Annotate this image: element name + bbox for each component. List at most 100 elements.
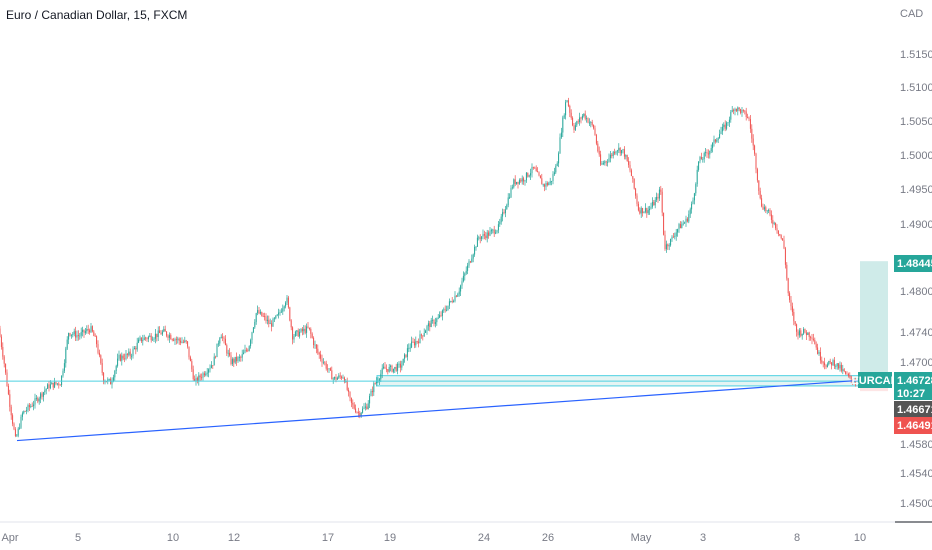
candle-body: [5, 363, 7, 373]
candle-body: [252, 327, 254, 333]
candle-body: [677, 229, 679, 233]
candle-body: [665, 244, 667, 250]
candle-body: [600, 154, 602, 165]
candle-body: [698, 161, 700, 170]
candle-body: [306, 326, 308, 333]
x-axis: Apr 5 10 12 17 19 24 26 May 3 8 10: [0, 521, 932, 544]
candle-body: [383, 366, 385, 369]
candle-body: [833, 360, 835, 367]
candle-body: [157, 330, 159, 338]
candle-body: [632, 176, 634, 179]
candle-body: [525, 172, 527, 181]
candle-body: [453, 301, 455, 302]
candle-body: [269, 323, 271, 325]
candle-body: [343, 377, 345, 383]
candle-body: [112, 377, 114, 381]
candle-body: [72, 334, 74, 335]
candle-body: [262, 316, 264, 317]
candle-body: [342, 377, 344, 379]
candle-body: [693, 193, 695, 201]
candle-body: [511, 187, 513, 189]
candle-body: [16, 435, 18, 437]
candle-body: [128, 351, 130, 355]
candle-body: [422, 335, 424, 337]
candle-body: [52, 382, 54, 388]
candle-body: [117, 358, 119, 366]
candle-body: [131, 355, 133, 357]
candle-body: [832, 360, 834, 366]
candle-body: [633, 178, 635, 189]
candle-body: [559, 137, 561, 154]
candle-body: [845, 371, 847, 374]
candle-body: [349, 391, 351, 398]
candle-body: [850, 376, 852, 380]
candle-body: [178, 338, 180, 341]
candle-body: [209, 367, 211, 370]
candle-body: [839, 364, 841, 369]
candle-body: [111, 380, 113, 385]
candle-body: [427, 323, 429, 327]
candle-body: [171, 339, 173, 341]
candle-body: [212, 365, 214, 367]
candle-body: [660, 189, 662, 192]
candle-body: [324, 362, 326, 364]
candle-body: [300, 328, 302, 332]
candle-body: [311, 333, 313, 338]
candle-body: [551, 180, 553, 182]
candle-body: [654, 199, 656, 206]
candle-body: [552, 174, 554, 181]
currency-label: CAD: [900, 8, 924, 20]
candle-body: [367, 403, 369, 410]
candle-body: [513, 179, 515, 188]
candle-body: [275, 315, 277, 319]
trendline[interactable]: [16, 379, 859, 442]
candle-body: [481, 236, 483, 239]
candle-body: [45, 388, 47, 391]
candle-body: [124, 358, 126, 360]
candle-body: [772, 219, 774, 224]
candle-body: [465, 270, 467, 274]
candle-body: [807, 332, 809, 336]
candle-body: [241, 354, 243, 358]
candle-body: [700, 156, 702, 160]
candle-body: [180, 340, 182, 343]
candle-body: [721, 126, 723, 132]
candle-body: [166, 331, 168, 336]
candle-body: [392, 368, 394, 372]
target-box[interactable]: [860, 261, 888, 382]
candle-body: [353, 404, 355, 409]
candle-body: [399, 363, 401, 368]
candle-body: [156, 333, 158, 338]
candle-body: [818, 352, 820, 354]
candle-body: [90, 326, 92, 333]
candle-body: [689, 209, 691, 215]
candle-body: [0, 336, 2, 347]
x-tick-label: 26: [542, 532, 554, 544]
candle-body: [506, 205, 508, 210]
candle-body: [12, 415, 14, 424]
candle-body: [236, 356, 238, 362]
candle-body: [121, 355, 123, 361]
candle-body: [310, 328, 312, 334]
candle-body: [430, 320, 432, 328]
candle-body: [243, 352, 245, 355]
candle-body: [364, 406, 366, 408]
candle-body: [398, 363, 400, 365]
candle-body: [27, 405, 29, 411]
candle-body: [203, 373, 205, 376]
candle-body: [318, 352, 320, 355]
drawing-lines[interactable]: [0, 379, 890, 442]
candle-body: [75, 331, 77, 338]
candle-body: [226, 345, 228, 354]
candle-body: [444, 309, 446, 311]
candle-body: [594, 128, 596, 136]
drawing-zones[interactable]: [376, 261, 888, 392]
x-tick-label: 17: [322, 532, 334, 544]
candle-body: [703, 153, 705, 160]
candle-body: [355, 408, 357, 413]
candle-body: [716, 139, 718, 142]
candle-body: [397, 363, 399, 371]
candle-body: [625, 155, 627, 157]
